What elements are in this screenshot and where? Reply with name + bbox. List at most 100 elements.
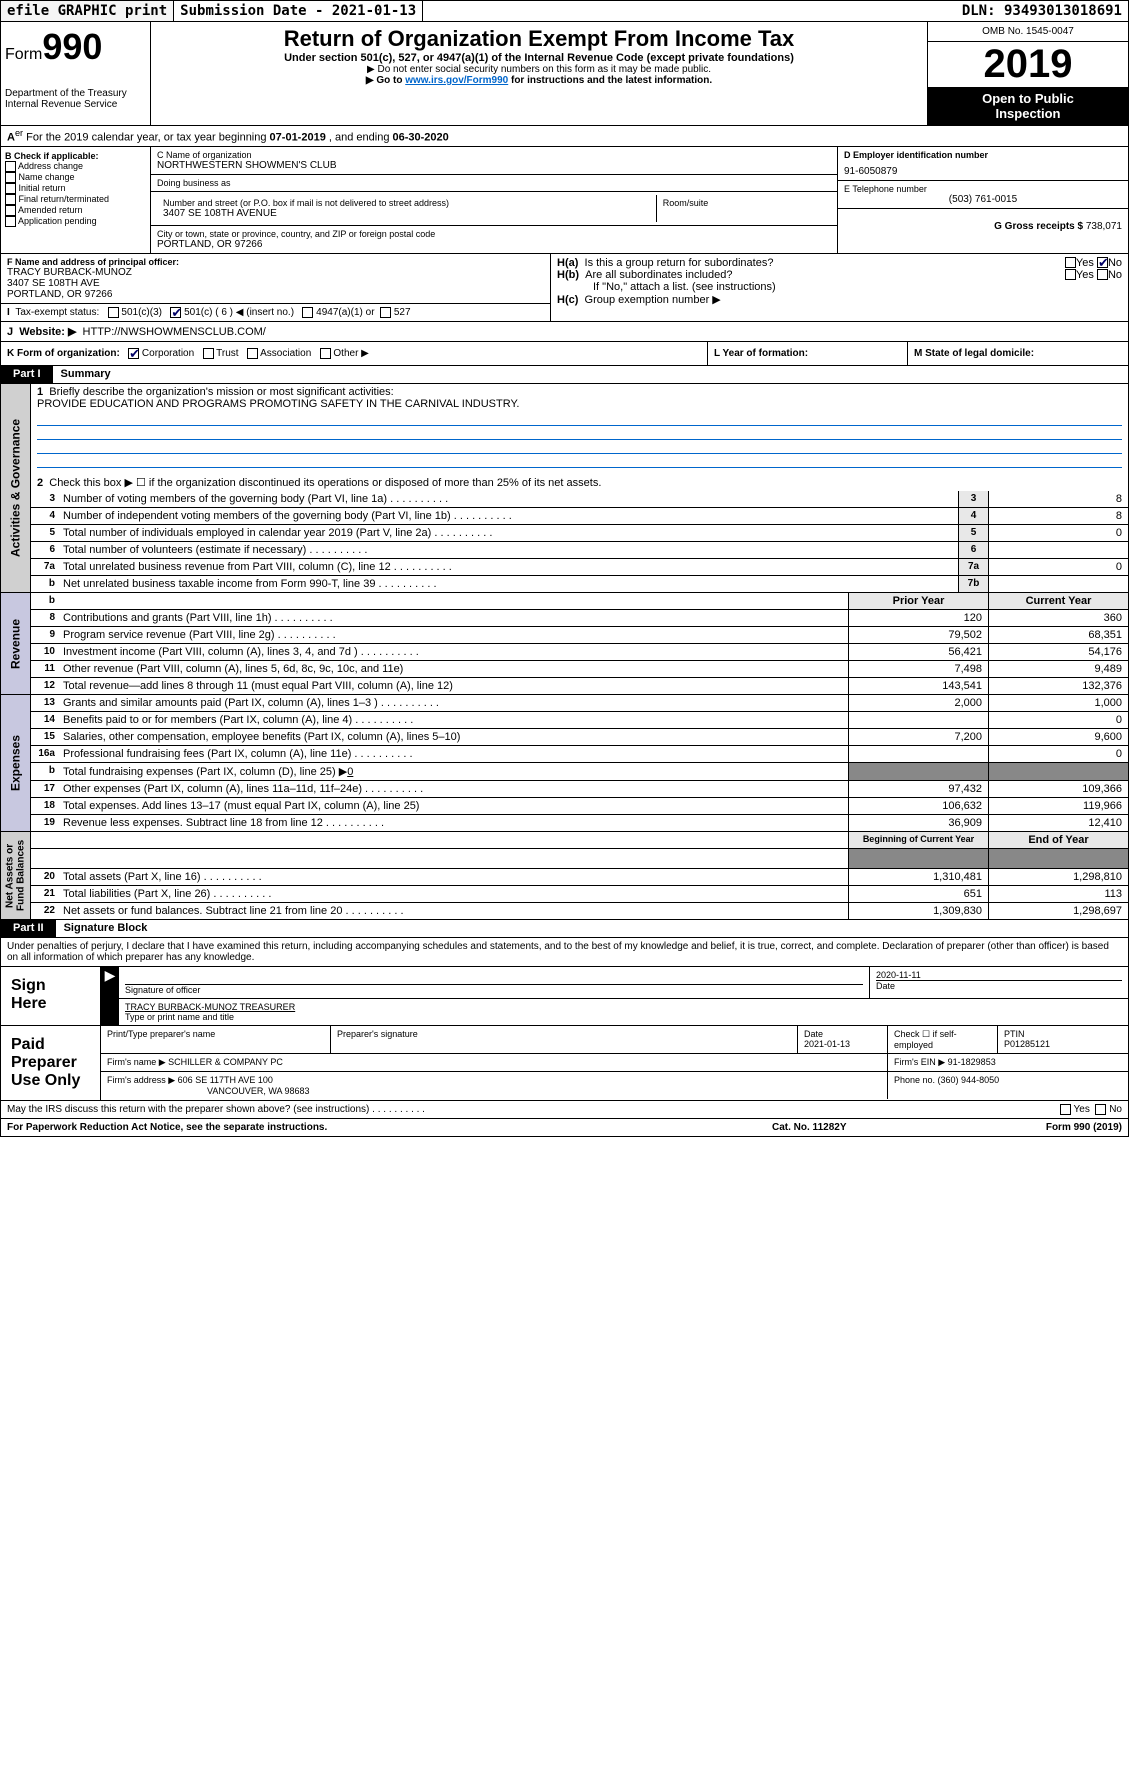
org-name: NORTHWESTERN SHOWMEN'S CLUB xyxy=(157,160,831,171)
line-16a-desc: Professional fundraising fees (Part IX, … xyxy=(59,746,848,762)
line-12-desc: Total revenue—add lines 8 through 11 (mu… xyxy=(59,678,848,694)
check-ha-yes[interactable] xyxy=(1065,257,1076,268)
irs-link[interactable]: www.irs.gov/Form990 xyxy=(405,75,508,86)
part-2-header: Part II Signature Block xyxy=(0,920,1129,938)
self-employed-check: Check ☐ if self-employed xyxy=(888,1026,998,1053)
prep-sig-label: Preparer's signature xyxy=(331,1026,798,1053)
hb-text: Are all subordinates included? xyxy=(585,269,732,281)
firm-phone-label: Phone no. xyxy=(894,1075,938,1085)
check-501c3[interactable] xyxy=(108,307,119,318)
line-21-prior: 651 xyxy=(848,886,988,902)
line-20-curr: 1,298,810 xyxy=(988,869,1128,885)
col-prior-year: Prior Year xyxy=(848,593,988,609)
open-public-badge: Open to Public Inspection xyxy=(928,87,1128,125)
line-8-desc: Contributions and grants (Part VIII, lin… xyxy=(59,610,848,626)
line-12-prior: 143,541 xyxy=(848,678,988,694)
line-10-prior: 56,421 xyxy=(848,644,988,660)
page-footer: For Paperwork Reduction Act Notice, see … xyxy=(0,1119,1129,1137)
vtab-revenue: Revenue xyxy=(1,593,31,694)
check-hb-no[interactable] xyxy=(1097,269,1108,280)
line-21-curr: 113 xyxy=(988,886,1128,902)
paid-preparer-label: Paid Preparer Use Only xyxy=(1,1026,101,1100)
officer-print-name: TRACY BURBACK-MUNOZ TREASURER xyxy=(125,1002,1122,1012)
check-name-change[interactable] xyxy=(5,172,16,183)
line-12-curr: 132,376 xyxy=(988,678,1128,694)
dln: DLN: 93493013018691 xyxy=(956,1,1128,21)
prep-name-label: Print/Type preparer's name xyxy=(101,1026,331,1053)
line-3-val: 8 xyxy=(988,491,1128,507)
vtab-net-assets: Net Assets or Fund Balances xyxy=(1,832,31,919)
check-527[interactable] xyxy=(380,307,391,318)
prep-date: 2021-01-13 xyxy=(804,1039,850,1049)
line-7a-desc: Total unrelated business revenue from Pa… xyxy=(59,559,958,575)
firm-name: SCHILLER & COMPANY PC xyxy=(168,1057,283,1067)
form-number: Form990 xyxy=(5,26,146,68)
top-bar: efile GRAPHIC print Submission Date - 20… xyxy=(0,0,1129,22)
col-current-year: Current Year xyxy=(988,593,1128,609)
form-subtitle: Under section 501(c), 527, or 4947(a)(1)… xyxy=(155,52,923,64)
check-address-change[interactable] xyxy=(5,161,16,172)
check-hb-yes[interactable] xyxy=(1065,269,1076,280)
paid-preparer-section: Paid Preparer Use Only Print/Type prepar… xyxy=(0,1026,1129,1101)
check-initial-return[interactable] xyxy=(5,183,16,194)
footer-form: Form 990 (2019) xyxy=(972,1122,1122,1133)
check-amended[interactable] xyxy=(5,205,16,216)
col-end-year: End of Year xyxy=(988,832,1128,848)
check-other[interactable] xyxy=(320,348,331,359)
check-501c[interactable] xyxy=(170,307,181,318)
firm-name-label: Firm's name ▶ xyxy=(107,1057,166,1067)
line-9-prior: 79,502 xyxy=(848,627,988,643)
line-22-prior: 1,309,830 xyxy=(848,903,988,919)
sign-here-label: Sign Here xyxy=(1,967,101,1025)
efile-label[interactable]: efile GRAPHIC print xyxy=(1,1,174,21)
check-trust[interactable] xyxy=(203,348,214,359)
form-header: Form990 Department of the Treasury Inter… xyxy=(0,22,1129,126)
line-9-desc: Program service revenue (Part VIII, line… xyxy=(59,627,848,643)
mission-text: PROVIDE EDUCATION AND PROGRAMS PROMOTING… xyxy=(37,398,519,410)
omb-number: OMB No. 1545-0047 xyxy=(928,22,1128,42)
city-label: City or town, state or province, country… xyxy=(157,229,831,239)
officer-addr1: 3407 SE 108TH AVE xyxy=(7,278,544,289)
check-corporation[interactable] xyxy=(128,348,139,359)
discuss-preparer-row: May the IRS discuss this return with the… xyxy=(0,1101,1129,1119)
row-i-tax-exempt: I Tax-exempt status: 501(c)(3) 501(c) ( … xyxy=(1,304,550,321)
line-4-desc: Number of independent voting members of … xyxy=(59,508,958,524)
check-association[interactable] xyxy=(247,348,258,359)
line-3-desc: Number of voting members of the governin… xyxy=(59,491,958,507)
check-4947[interactable] xyxy=(302,307,313,318)
street-value: 3407 SE 108TH AVENUE xyxy=(163,208,650,219)
check-discuss-no[interactable] xyxy=(1095,1104,1106,1115)
check-ha-no[interactable] xyxy=(1097,257,1108,268)
col-beginning-year: Beginning of Current Year xyxy=(848,832,988,848)
firm-phone: (360) 944-8050 xyxy=(938,1075,1000,1085)
prep-date-label: Date xyxy=(804,1029,823,1039)
firm-addr2: VANCOUVER, WA 98683 xyxy=(107,1086,310,1096)
form-instr-2: ▶ Go to www.irs.gov/Form990 for instruct… xyxy=(155,75,923,86)
line-11-curr: 9,489 xyxy=(988,661,1128,677)
line-7b-val xyxy=(988,576,1128,592)
line-20-desc: Total assets (Part X, line 16) xyxy=(59,869,848,885)
line-16a-curr: 0 xyxy=(988,746,1128,762)
line-2-desc: Check this box ▶ ☐ if the organization d… xyxy=(49,477,601,489)
line-14-prior xyxy=(848,712,988,728)
ptin-value: P01285121 xyxy=(1004,1039,1050,1049)
line-22-curr: 1,298,697 xyxy=(988,903,1128,919)
line-17-desc: Other expenses (Part IX, column (A), lin… xyxy=(59,781,848,797)
form-title: Return of Organization Exempt From Incom… xyxy=(155,26,923,52)
line-19-desc: Revenue less expenses. Subtract line 18 … xyxy=(59,815,848,831)
line-6-desc: Total number of volunteers (estimate if … xyxy=(59,542,958,558)
section-governance: Activities & Governance 1 Briefly descri… xyxy=(0,384,1129,593)
room-label: Room/suite xyxy=(663,198,825,208)
check-discuss-yes[interactable] xyxy=(1060,1104,1071,1115)
check-final-return[interactable] xyxy=(5,194,16,205)
state-domicile-label: M State of legal domicile: xyxy=(914,348,1034,359)
city-value: PORTLAND, OR 97266 xyxy=(157,239,831,250)
website-url[interactable]: HTTP://NWSHOWMENSCLUB.COM/ xyxy=(83,326,266,338)
line-8-curr: 360 xyxy=(988,610,1128,626)
row-k-org-form: K Form of organization: Corporation Trus… xyxy=(0,342,1129,366)
line-14-desc: Benefits paid to or for members (Part IX… xyxy=(59,712,848,728)
officer-sig-label: Signature of officer xyxy=(125,984,863,995)
check-application-pending[interactable] xyxy=(5,216,16,227)
footer-catno: Cat. No. 11282Y xyxy=(772,1122,972,1133)
section-net-assets: Net Assets or Fund Balances Beginning of… xyxy=(0,832,1129,920)
